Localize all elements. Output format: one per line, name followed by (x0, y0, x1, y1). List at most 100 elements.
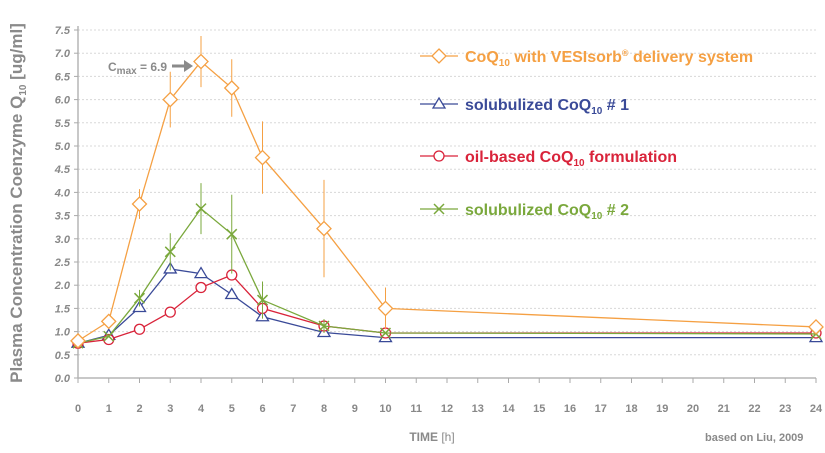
marker-stroke (103, 330, 115, 342)
legend-item: solubulized CoQ10 # 1 (420, 96, 629, 117)
series-group (70, 36, 824, 349)
y-axis-label: Plasma Concentration Coenzyme Q10 [ug/ml… (7, 23, 29, 383)
cmax-subscript: max (117, 66, 137, 77)
legend-marker (431, 96, 447, 109)
x-tick-label: 3 (167, 403, 173, 415)
x-tick-label: 4 (198, 403, 205, 415)
source-note: based on Liu, 2009 (705, 432, 803, 444)
data-point (131, 196, 148, 212)
legend-marker (433, 203, 445, 215)
data-point (226, 228, 238, 240)
data-point (100, 313, 117, 330)
data-point (164, 246, 176, 258)
data-point (254, 149, 271, 166)
legend-marker (433, 150, 445, 162)
y-tick-label: 2.5 (54, 257, 71, 269)
legend-label: solubulized CoQ10 # 2 (465, 202, 629, 222)
x-tick-label: 13 (472, 403, 484, 415)
x-tick-label: 23 (779, 403, 791, 415)
x-tick-label: 12 (441, 403, 453, 415)
legend-label-part: 10 (591, 211, 603, 222)
x-tick-label: 2 (136, 403, 142, 415)
cmax-annotation: Cmax = 6.9 (108, 60, 193, 77)
x-tick-label: 5 (229, 403, 235, 415)
y-tick-label: 2.0 (54, 280, 71, 292)
legend-label-part: 10 (573, 158, 585, 169)
marker-stroke (164, 246, 176, 258)
marker-stroke (379, 327, 392, 339)
y-tick-label: 1.0 (55, 327, 71, 339)
data-point (377, 300, 394, 317)
x-tick-label: 17 (595, 403, 607, 415)
y-axis-label-sub: 10 (18, 84, 29, 96)
data-point (223, 80, 240, 96)
series-group (70, 261, 824, 348)
x-axis-label-unit: [h] (441, 430, 454, 444)
data-point (318, 320, 330, 332)
legend: CoQ10 with VESIsorb® delivery system solu… (420, 48, 753, 222)
y-tick-label: 4.0 (54, 187, 71, 199)
x-tick-label: 14 (502, 403, 515, 415)
data-point (193, 266, 209, 279)
legend-label-part: CoQ (465, 49, 499, 66)
legend-item: CoQ10 with VESIsorb® delivery system (420, 48, 753, 69)
legend-label-part: with VESIsorb (510, 49, 622, 66)
series-line (77, 268, 816, 344)
marker-stroke (318, 320, 330, 332)
x-axis-label: TIME [h] (409, 430, 454, 444)
data-point (133, 323, 146, 335)
data-series (70, 36, 824, 349)
y-axis-label-main: Plasma Concentration Coenzyme Q (7, 96, 26, 383)
data-point (224, 287, 239, 300)
x-tick-label: 20 (687, 403, 699, 415)
x-tick-label: 19 (656, 403, 668, 415)
y-tick-label: 6.5 (55, 71, 71, 83)
y-tick-label: 3.5 (55, 211, 71, 223)
legend-label-part: solubulized CoQ (465, 202, 591, 219)
x-tick-label: 6 (259, 403, 265, 415)
y-tick-label: 5.0 (55, 141, 71, 153)
x-tick-label: 8 (321, 403, 327, 415)
data-point (70, 332, 86, 349)
data-point (133, 292, 146, 304)
legend-label-part: # 2 (602, 202, 629, 219)
x-tick-label: 9 (352, 403, 358, 415)
legend-label: oil-based CoQ10 formulation (465, 149, 677, 169)
y-axis-label-unit: [ug/ml] (7, 23, 26, 84)
data-point (379, 327, 392, 339)
y-tick-label: 5.5 (55, 118, 71, 130)
legend-label-part: formulation (585, 149, 677, 166)
x-tick-label: 0 (75, 403, 81, 415)
data-point (195, 203, 207, 215)
data-point (103, 330, 115, 342)
x-tick-label: 21 (718, 403, 730, 415)
legend-label-part: # 1 (602, 97, 629, 114)
marker-stroke (195, 203, 207, 215)
legend-label: CoQ10 with VESIsorb® delivery system (465, 48, 753, 69)
legend-label-part: solubulized CoQ (465, 97, 591, 114)
x-tick-label: 18 (625, 403, 637, 415)
marker-stroke (433, 203, 445, 215)
legend-label: solubulized CoQ10 # 1 (465, 97, 629, 117)
data-point (808, 319, 824, 335)
x-axis-ticks: 0 1 2 3 4 5 6 7 8 9 10 11 12 13 14 15 16 17 18 19 20 21 22 23 24 (75, 378, 823, 415)
x-tick-label: 15 (533, 403, 545, 415)
x-tick-label: 7 (290, 403, 296, 415)
svg-text:Cmax = 6.9: Cmax = 6.9 (108, 60, 167, 77)
y-tick-label: 0.5 (55, 350, 71, 362)
x-axis-label-main: TIME (409, 430, 441, 444)
x-tick-label: 24 (810, 403, 823, 415)
x-tick-label: 22 (748, 403, 760, 415)
y-axis-ticks: 0.0 0.5 1.0 1.5 2.0 2.5 3.0 3.5 4.0 4.5 5.0 5.5 6.0 6… (54, 25, 78, 385)
data-point (316, 220, 332, 237)
marker-stroke (133, 292, 146, 304)
legend-label-part: delivery system (629, 49, 754, 66)
x-tick-label: 16 (564, 403, 576, 415)
data-point (256, 294, 269, 306)
marker-stroke (226, 228, 238, 240)
axes (77, 26, 816, 379)
y-tick-label: 0.0 (55, 373, 71, 385)
y-tick-label: 7.0 (55, 48, 71, 60)
marker-stroke (256, 294, 269, 306)
